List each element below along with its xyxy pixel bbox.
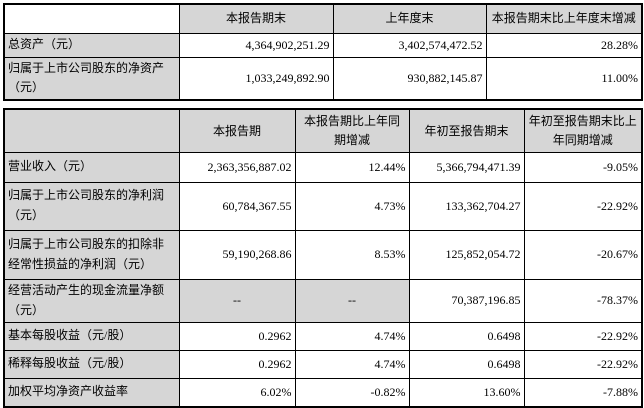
table-row-operating-cash-flow: 经营活动产生的现金流量净额（元） -- -- 70,387,196.85 -78… xyxy=(3,278,643,323)
table-row-net-profit-excl-nonrecurring: 归属于上市公司股东的扣除非经常性损益的净利润（元） 59,190,268.86 … xyxy=(3,229,643,280)
table-gap xyxy=(3,101,641,108)
cell-value: -7.88% xyxy=(523,377,643,408)
cell-value: 12.44% xyxy=(294,151,410,183)
table-row-diluted-eps: 稀释每股收益（元/股） 0.2962 4.74% 0.6498 -22.92% xyxy=(3,349,643,379)
cell-value: 0.2962 xyxy=(178,349,296,379)
cell-value: -- xyxy=(294,278,410,323)
cell-value: 0.2962 xyxy=(178,321,296,351)
table1-col-header-current-period-end: 本报告期末 xyxy=(178,3,334,34)
row-label: 加权平均净资产收益率 xyxy=(3,377,180,408)
table-row-net-assets: 归属于上市公司股东的净资产（元） 1,033,249,892.90 930,88… xyxy=(3,56,643,101)
cell-value: 28.28% xyxy=(485,32,643,58)
table1-col-header-change: 本报告期末比上年度末增减 xyxy=(485,3,643,34)
row-label: 稀释每股收益（元/股） xyxy=(3,349,180,379)
cell-value: 4,364,902,251.29 xyxy=(178,32,334,58)
cell-value: 4.74% xyxy=(294,349,410,379)
cell-value: -- xyxy=(178,278,296,323)
cell-value: 930,882,145.87 xyxy=(332,56,487,101)
cell-value: 13.60% xyxy=(408,377,525,408)
row-label: 归属于上市公司股东的扣除非经常性损益的净利润（元） xyxy=(3,229,180,280)
table-row-basic-eps: 基本每股收益（元/股） 0.2962 4.74% 0.6498 -22.92% xyxy=(3,321,643,351)
cell-value: 0.6498 xyxy=(408,349,525,379)
table-row-net-profit: 归属于上市公司股东的净利润（元） 60,784,367.55 4.73% 133… xyxy=(3,181,643,231)
table-row-operating-revenue: 营业收入（元） 2,363,356,887.02 12.44% 5,366,79… xyxy=(3,151,643,183)
cell-value: 59,190,268.86 xyxy=(178,229,296,280)
cell-value: -78.37% xyxy=(523,278,643,323)
cell-value: -20.67% xyxy=(523,229,643,280)
cell-value: 4.74% xyxy=(294,321,410,351)
cell-value: 125,852,054.72 xyxy=(408,229,525,280)
cell-value: 5,366,794,471.39 xyxy=(408,151,525,183)
table1-col-header-prior-year-end: 上年度末 xyxy=(332,3,487,34)
cell-value: 3,402,574,472.52 xyxy=(332,32,487,58)
cell-value: -22.92% xyxy=(523,321,643,351)
row-label: 归属于上市公司股东的净利润（元） xyxy=(3,181,180,231)
table1-header-row: 本报告期末 上年度末 本报告期末比上年度末增减 xyxy=(3,3,643,34)
period-end-summary-table: 本报告期末 上年度末 本报告期末比上年度末增减 总资产（元） 4,364,902… xyxy=(3,3,643,102)
cell-value: 6.02% xyxy=(178,377,296,408)
row-label: 营业收入（元） xyxy=(3,151,180,183)
table1-corner-cell xyxy=(3,3,180,34)
cell-value: 2,363,356,887.02 xyxy=(178,151,296,183)
cell-value: 133,362,704.27 xyxy=(408,181,525,231)
row-label: 基本每股收益（元/股） xyxy=(3,321,180,351)
cell-value: -0.82% xyxy=(294,377,410,408)
cell-value: -9.05% xyxy=(523,151,643,183)
row-label: 经营活动产生的现金流量净额（元） xyxy=(3,278,180,323)
cell-value: -22.92% xyxy=(523,349,643,379)
cell-value: 11.00% xyxy=(485,56,643,101)
cell-value: 70,387,196.85 xyxy=(408,278,525,323)
cell-value: 4.73% xyxy=(294,181,410,231)
cell-value: -22.92% xyxy=(523,181,643,231)
table2-corner-cell xyxy=(3,108,180,153)
cell-value: 1,033,249,892.90 xyxy=(178,56,334,101)
table-row-total-assets: 总资产（元） 4,364,902,251.29 3,402,574,472.52… xyxy=(3,32,643,58)
table2-col-header-ytd: 年初至报告期末 xyxy=(408,108,525,153)
table-row-weighted-average-roe: 加权平均净资产收益率 6.02% -0.82% 13.60% -7.88% xyxy=(3,377,643,408)
table2-col-header-current-period: 本报告期 xyxy=(178,108,296,153)
row-label: 总资产（元） xyxy=(3,32,180,58)
cell-value: 60,784,367.55 xyxy=(178,181,296,231)
table2-header-row: 本报告期 本报告期比上年同期增减 年初至报告期末 年初至报告期末比上年同期增减 xyxy=(3,108,643,153)
table2-col-header-yoy-change: 本报告期比上年同期增减 xyxy=(294,108,410,153)
cell-value: 0.6498 xyxy=(408,321,525,351)
row-label: 归属于上市公司股东的净资产（元） xyxy=(3,56,180,101)
table2-col-header-ytd-change: 年初至报告期末比上年同期增减 xyxy=(523,108,643,153)
cell-value: 8.53% xyxy=(294,229,410,280)
reporting-period-summary-table: 本报告期 本报告期比上年同期增减 年初至报告期末 年初至报告期末比上年同期增减 … xyxy=(3,108,643,408)
